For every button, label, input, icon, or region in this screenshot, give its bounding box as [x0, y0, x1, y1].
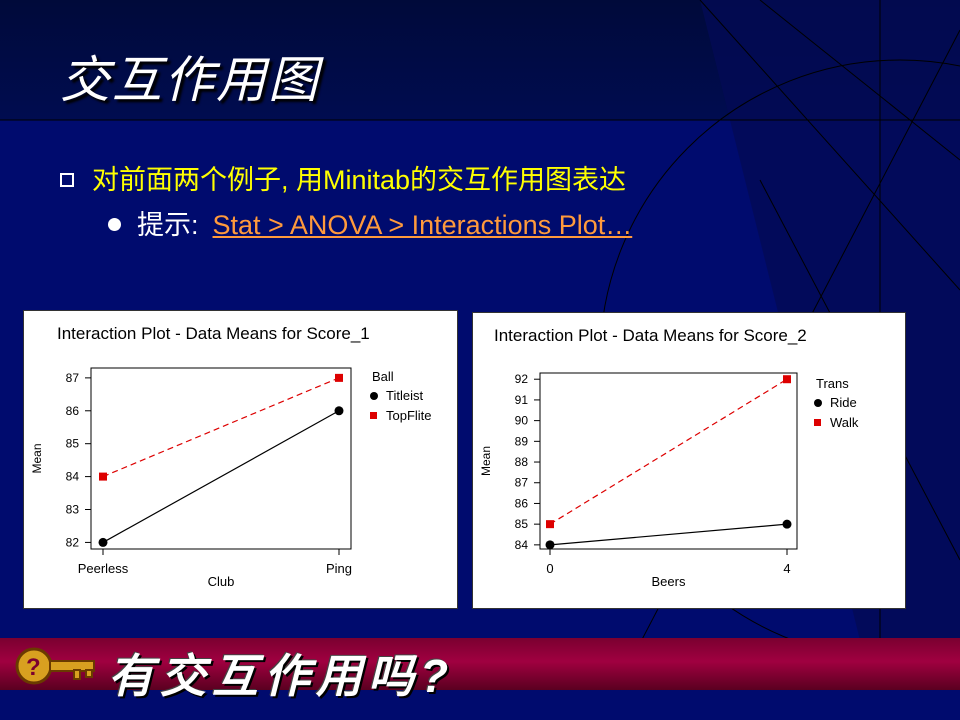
data-point-ride	[545, 540, 555, 550]
y-axis-label: Mean	[30, 443, 44, 473]
legend-title: Trans	[816, 376, 849, 391]
y-tick-label: 86	[66, 404, 80, 418]
interaction-plot-score-2: Interaction Plot - Data Means for Score_…	[479, 326, 859, 589]
y-tick-label: 83	[66, 503, 80, 517]
plot-frame	[539, 372, 798, 550]
slide-title: 交互作用图	[60, 51, 320, 109]
data-point-topflite	[99, 472, 107, 481]
chart-panel-score-2: Interaction Plot - Data Means for Score_…	[472, 312, 906, 609]
legend-marker-titleist	[370, 392, 378, 400]
series-line-walk	[549, 378, 788, 525]
x-tick-label: 0	[546, 561, 553, 576]
y-tick-label: 88	[515, 455, 529, 469]
y-tick-label: 90	[515, 414, 529, 428]
legend-label-titleist: Titleist	[386, 388, 423, 403]
svg-text:?: ?	[26, 654, 41, 681]
data-point-walk	[546, 520, 554, 529]
chart-panel-score-1: Interaction Plot - Data Means for Score_…	[23, 310, 458, 609]
chart-title: Interaction Plot - Data Means for Score_…	[57, 324, 370, 343]
legend-marker-walk	[814, 419, 821, 426]
y-tick-label: 85	[515, 517, 529, 531]
y-axis-label: Mean	[479, 446, 493, 476]
legend-title: Ball	[372, 369, 394, 384]
data-point-topflite	[335, 373, 343, 382]
data-point-titleist	[98, 537, 108, 547]
data-point-titleist	[334, 406, 344, 416]
minitab-menu-link[interactable]: Stat > ANOVA > Interactions Plot…	[212, 210, 633, 240]
square-bullet-icon	[60, 172, 74, 187]
legend-label-topflite: TopFlite	[386, 408, 432, 423]
y-tick-label: 87	[66, 371, 80, 385]
legend-marker-topflite	[370, 412, 377, 419]
plot-frame	[90, 367, 352, 550]
banner-question: 有交互作用吗?	[108, 650, 455, 702]
y-tick-label: 91	[515, 393, 529, 407]
y-tick-label: 84	[66, 470, 80, 484]
legend-label-walk: Walk	[830, 415, 859, 430]
x-tick-label: Peerless	[78, 561, 129, 576]
y-tick-label: 86	[515, 496, 529, 510]
y-tick-label: 92	[515, 372, 529, 386]
y-tick-label: 89	[515, 434, 529, 448]
hint-label: 提示:	[137, 210, 199, 240]
series-line-titleist	[102, 410, 340, 543]
circle-bullet-icon	[108, 218, 121, 232]
data-point-ride	[782, 519, 792, 529]
y-tick-label: 87	[515, 476, 529, 490]
legend-marker-ride	[814, 399, 822, 407]
interaction-plot-score-1: Interaction Plot - Data Means for Score_…	[30, 324, 432, 589]
bullet-point-2: 提示: Stat > ANOVA > Interactions Plot…	[108, 203, 632, 242]
x-axis-label: Beers	[652, 574, 686, 589]
legend-label-ride: Ride	[830, 395, 857, 410]
bullet-1-text: 对前面两个例子, 用Minitab的交互作用图表达	[92, 165, 627, 195]
y-tick-label: 85	[66, 437, 80, 451]
key-icon: ?	[15, 647, 95, 685]
series-line-topflite	[102, 377, 340, 478]
bottom-banner	[0, 638, 960, 690]
data-point-walk	[783, 375, 791, 384]
chart-title: Interaction Plot - Data Means for Score_…	[494, 326, 807, 345]
x-tick-label: 4	[783, 561, 790, 576]
y-tick-label: 82	[66, 535, 80, 549]
bullet-point-1: 对前面两个例子, 用Minitab的交互作用图表达	[60, 158, 626, 197]
y-tick-label: 84	[515, 538, 529, 552]
x-tick-label: Ping	[326, 561, 352, 576]
series-line-ride	[549, 523, 788, 546]
x-axis-label: Club	[208, 574, 235, 589]
